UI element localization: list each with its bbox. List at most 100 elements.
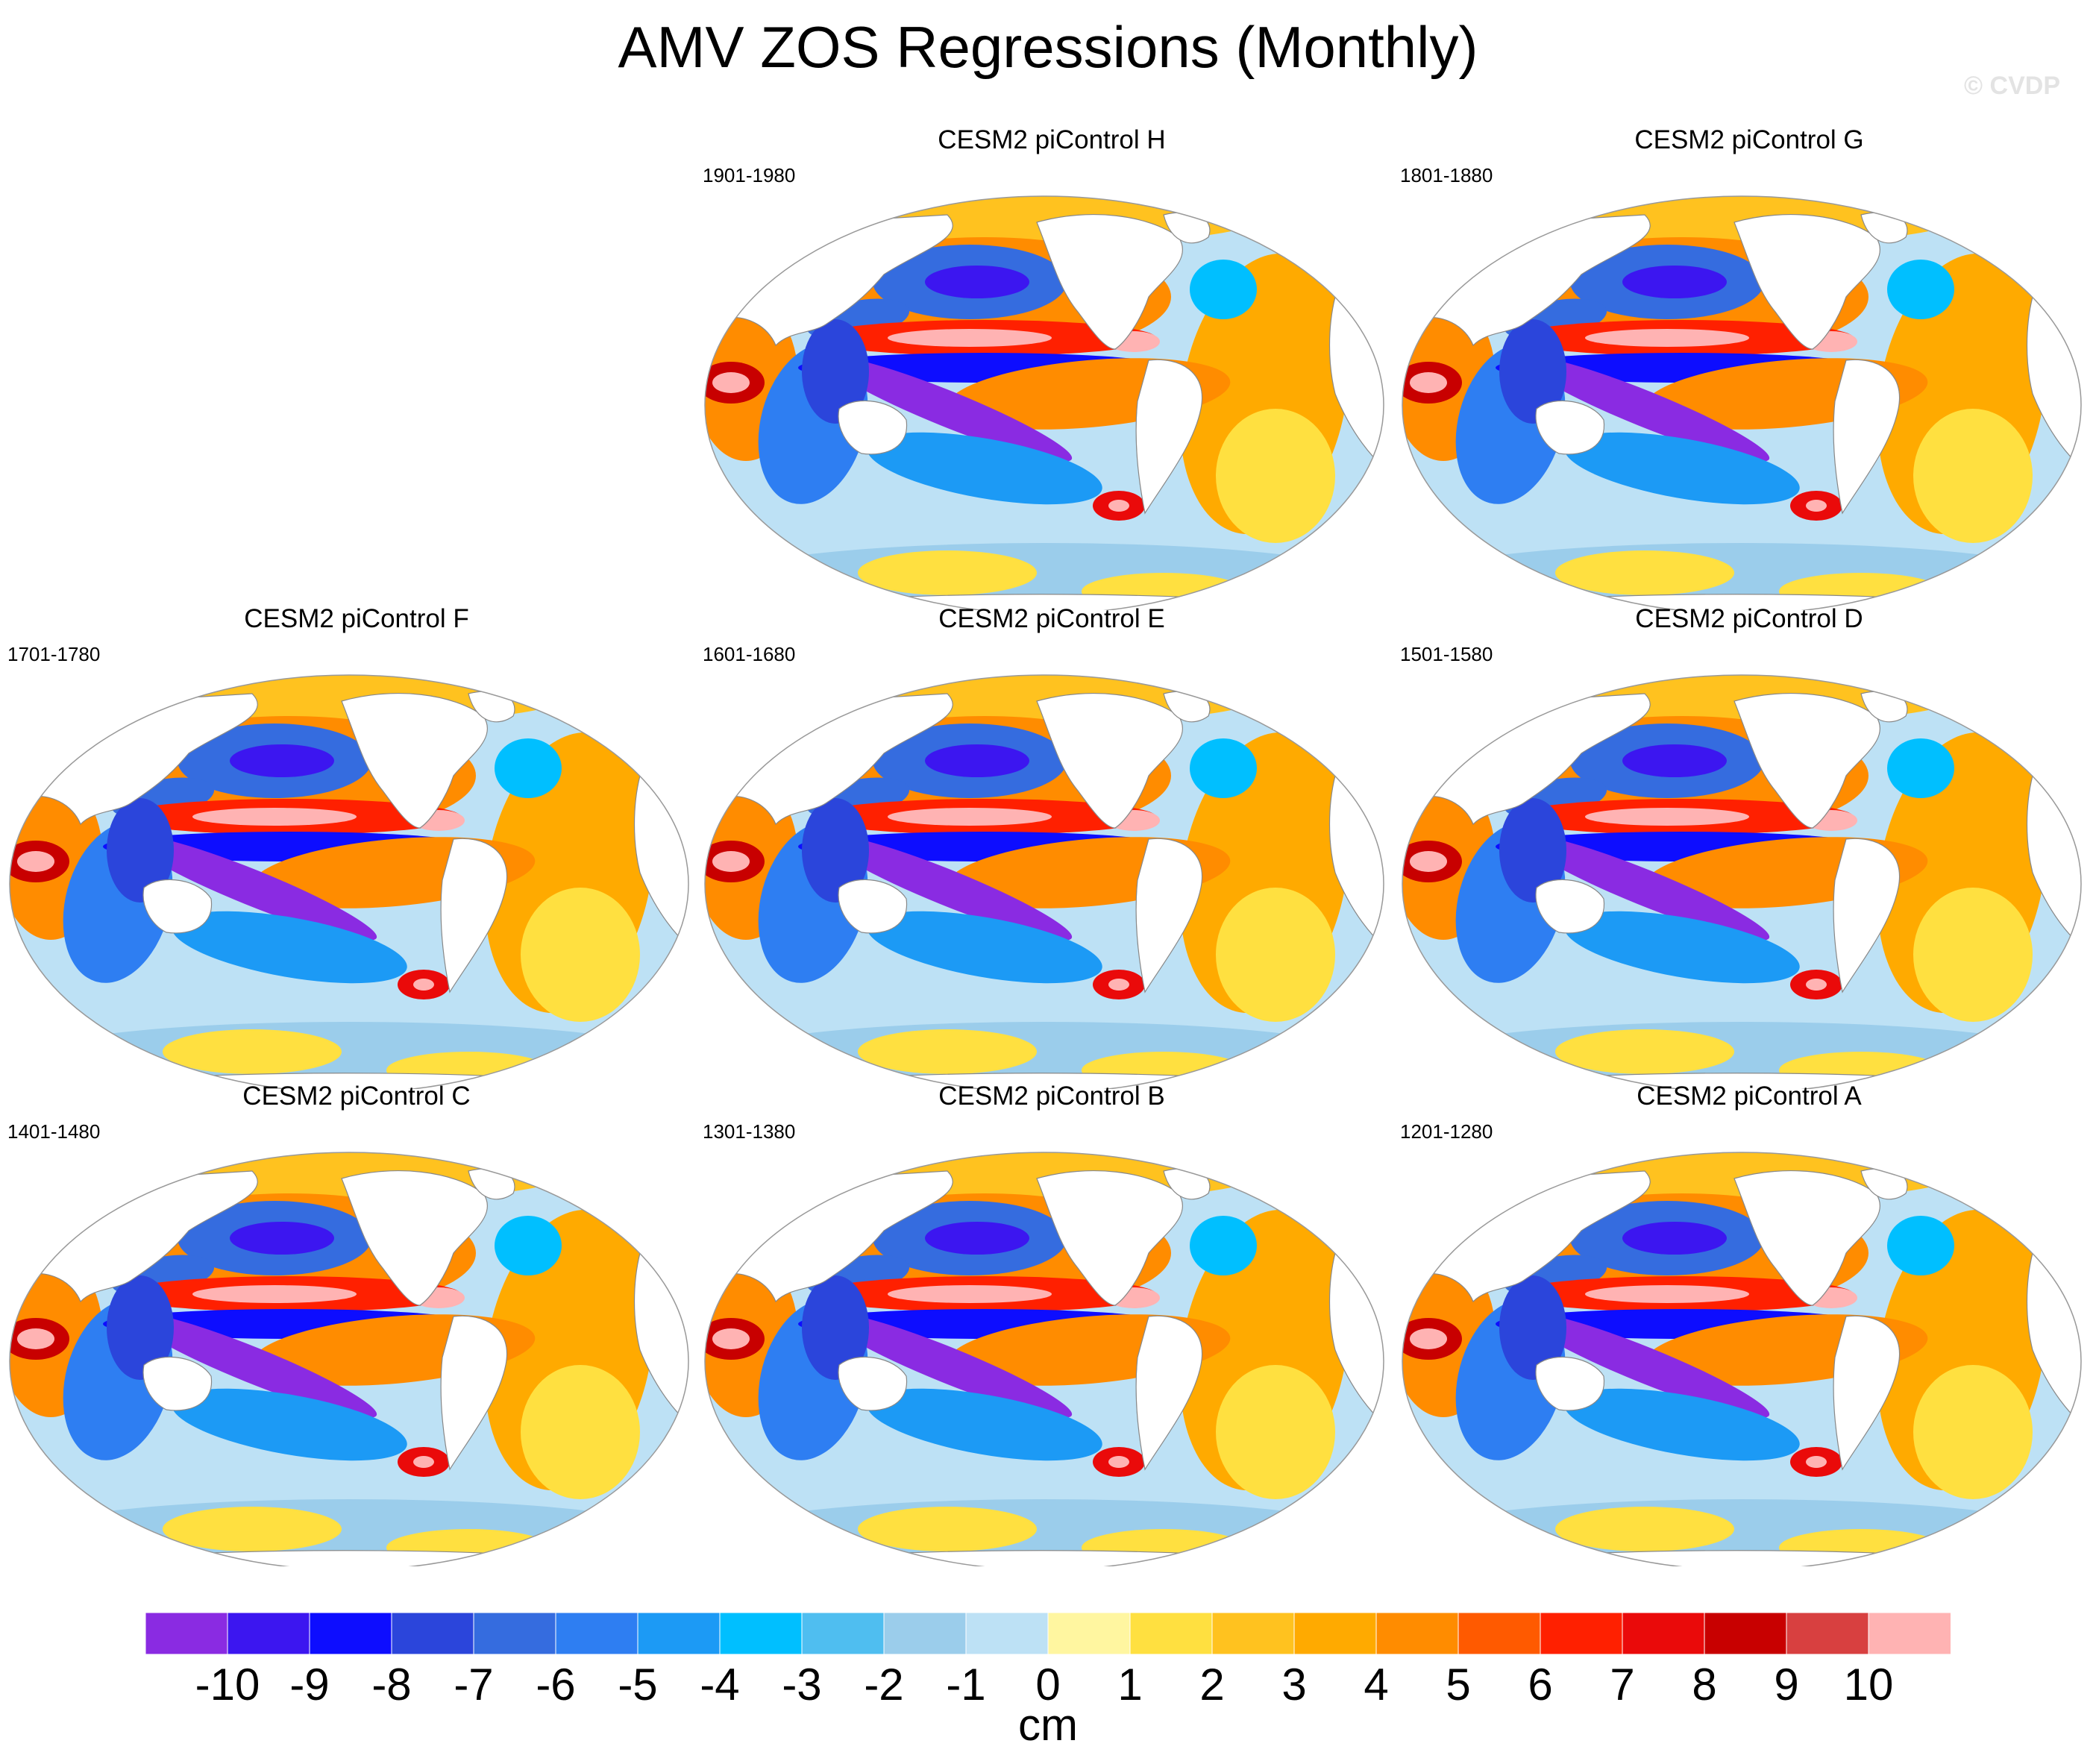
regression-map <box>9 1152 689 1566</box>
colorbar-swatch <box>801 1613 885 1654</box>
colorbar-tick-label: 3 <box>1281 1660 1307 1710</box>
south-pacific-cold-diagonal <box>127 834 377 941</box>
subtropical-warm-eddy-core <box>1108 1456 1129 1468</box>
atlantic-anomaly <box>1913 409 2033 543</box>
map-panel: CESM2 piControl E 1601-1680 <box>701 604 1402 1089</box>
south-america-landmass <box>440 838 508 994</box>
north-america-landmass <box>1036 214 1184 350</box>
southern-ocean-warm-patch <box>163 1029 342 1074</box>
antarctica-landmass <box>1502 1550 1996 1566</box>
atlantic-anomaly <box>521 1365 640 1499</box>
north-pacific-cold-core <box>1622 744 1727 777</box>
colorbar-swatch <box>1458 1613 1541 1654</box>
map-outline <box>1402 195 2082 610</box>
colorbar-tick-label: -9 <box>289 1660 330 1710</box>
panel-years: 1401-1480 <box>7 1120 101 1143</box>
colorbar-swatch <box>637 1613 721 1654</box>
equatorial-warm-core <box>1585 808 1749 826</box>
panel-years: 1501-1580 <box>1400 643 1493 665</box>
panel-years: 1901-1980 <box>703 164 796 186</box>
atlantic-anomaly <box>1216 888 1335 1022</box>
colorbar-swatch <box>1868 1613 1951 1654</box>
north-pacific-cold-core <box>925 266 1029 298</box>
colorbar-swatch <box>1375 1613 1459 1654</box>
subtropical-warm-eddy-core <box>1806 979 1827 991</box>
west-pacific-cold <box>1499 319 1566 424</box>
colorbar-tick-label: -6 <box>536 1660 576 1710</box>
panel-title: CESM2 piControl H <box>938 125 1166 154</box>
regression-map <box>704 674 1384 1089</box>
south-pacific-cold-diagonal <box>1519 1311 1770 1419</box>
colorbar-swatch <box>391 1613 474 1654</box>
panel-title: CESM2 piControl F <box>244 604 469 633</box>
north-america-landmass <box>1733 214 1881 350</box>
colorbar-tick-label: 10 <box>1843 1660 1894 1710</box>
indian-ocean-max <box>1410 851 1447 872</box>
south-america-landmass <box>1135 838 1203 994</box>
regression-map <box>9 674 689 1089</box>
colorbar-swatch <box>309 1613 392 1654</box>
subtropical-warm-eddy-core <box>1806 1456 1827 1468</box>
north-atlantic-cold <box>1887 738 1954 798</box>
map-panel: CESM2 piControl B 1301-1380 <box>701 1082 1402 1566</box>
south-america-landmass <box>1833 359 1901 515</box>
panel-title: CESM2 piControl C <box>242 1082 471 1111</box>
atlantic-anomaly <box>1216 409 1335 543</box>
north-atlantic-cold <box>495 1216 562 1275</box>
north-pacific-cold-core <box>925 744 1029 777</box>
subtropical-warm-eddy-core <box>1108 979 1129 991</box>
west-pacific-cold <box>802 798 869 903</box>
subtropical-warm-eddy-core <box>413 1456 434 1468</box>
north-atlantic-cold <box>495 738 562 798</box>
atlantic-anomaly <box>1913 888 2033 1022</box>
south-pacific-cold <box>1564 432 1800 505</box>
south-pacific-cold-diagonal <box>822 1311 1073 1419</box>
south-america-landmass <box>1833 1315 1901 1471</box>
north-pacific-cold-core <box>925 1222 1029 1255</box>
southern-ocean-warm-patch <box>1555 1029 1734 1074</box>
north-america-landmass <box>1036 693 1184 829</box>
indian-ocean-max <box>1410 1328 1447 1349</box>
map-panel: CESM2 piControl H 1901-1980 <box>701 125 1402 610</box>
antarctica-landmass <box>805 1550 1299 1566</box>
panel-years: 1201-1280 <box>1400 1120 1493 1143</box>
north-america-landmass <box>341 693 489 829</box>
colorbar-tick-label: 2 <box>1199 1660 1225 1710</box>
colorbar-swatch <box>1622 1613 1705 1654</box>
colorbar-tick-label: 1 <box>1117 1660 1143 1710</box>
south-america-landmass <box>440 1315 508 1471</box>
map-outline <box>9 1152 689 1566</box>
south-pacific-cold-diagonal <box>822 834 1073 941</box>
colorbar-tick-label: -2 <box>864 1660 904 1710</box>
subtropical-warm-eddy-core <box>1108 500 1129 512</box>
cvdp-watermark: © CVDP <box>1964 72 2060 100</box>
south-pacific-cold <box>867 911 1102 984</box>
atlantic-anomaly <box>521 888 640 1022</box>
colorbar-tick-label: -4 <box>700 1660 740 1710</box>
south-pacific-cold-diagonal <box>1519 834 1770 941</box>
colorbar-swatch <box>555 1613 638 1654</box>
colorbar-swatch <box>1786 1613 1869 1654</box>
colorbar-tick-label: 9 <box>1774 1660 1799 1710</box>
north-atlantic-cold <box>1887 260 1954 319</box>
colorbar-tick-label: 7 <box>1610 1660 1635 1710</box>
panel-title: CESM2 piControl G <box>1634 125 1864 154</box>
australia-landmass <box>1535 400 1605 455</box>
southern-ocean-warm-patch <box>858 1029 1037 1074</box>
australia-landmass <box>838 400 908 455</box>
map-outline <box>1402 674 2082 1089</box>
south-pacific-cold <box>1564 911 1800 984</box>
colorbar-swatch <box>227 1613 310 1654</box>
north-atlantic-cold <box>1190 1216 1257 1275</box>
equatorial-warm-core <box>192 1285 357 1303</box>
australia-landmass <box>1535 879 1605 934</box>
map-panel: CESM2 piControl D 1501-1580 <box>1399 604 2096 1089</box>
australia-landmass <box>838 879 908 934</box>
panel-years: 1701-1780 <box>7 643 101 665</box>
west-pacific-cold <box>802 319 869 424</box>
subtropical-warm-eddy-core <box>1806 500 1827 512</box>
colorbar-swatch <box>473 1613 556 1654</box>
panel-title: CESM2 piControl E <box>938 604 1165 633</box>
indian-ocean-max <box>17 1328 54 1349</box>
colorbar-tick-label: 5 <box>1446 1660 1471 1710</box>
